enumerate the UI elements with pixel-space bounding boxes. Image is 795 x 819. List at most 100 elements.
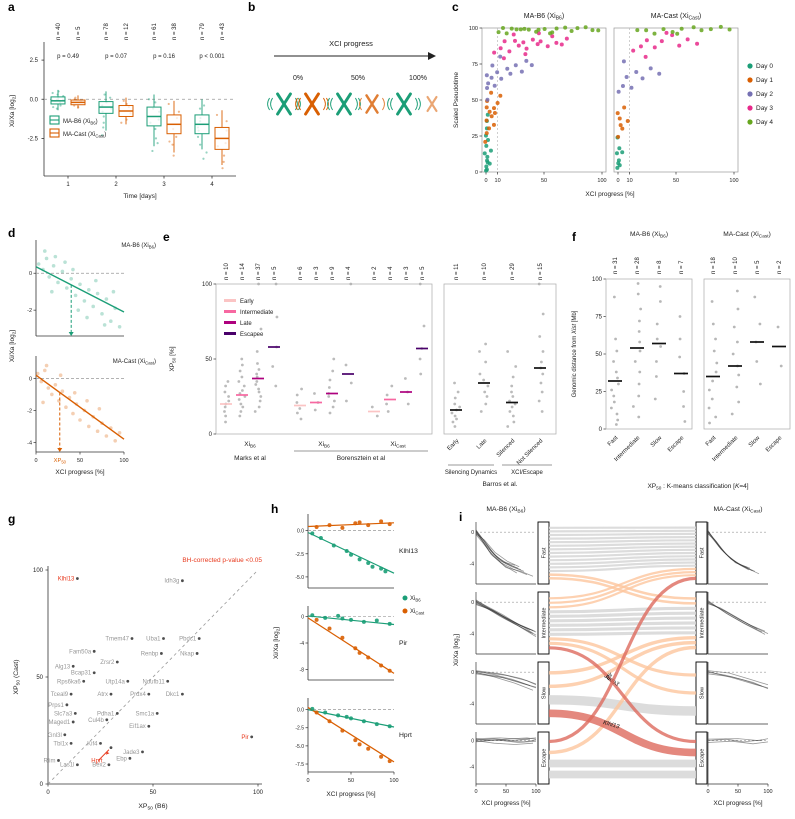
svg-text:2.5: 2.5 xyxy=(30,58,39,64)
svg-text:n = 7: n = 7 xyxy=(679,260,685,274)
svg-text:Pir: Pir xyxy=(605,671,615,681)
svg-text:Xi/Xa [log2]: Xi/Xa [log2] xyxy=(9,330,16,362)
svg-text:Slc7a3: Slc7a3 xyxy=(54,711,73,717)
svg-text:p < 0.001: p < 0.001 xyxy=(199,54,225,60)
svg-text:n = 5: n = 5 xyxy=(76,26,82,40)
svg-text:Xi/Xa [log2]: Xi/Xa [log2] xyxy=(273,627,280,659)
svg-text:XCI progress [%]: XCI progress [%] xyxy=(326,791,375,798)
svg-text:0: 0 xyxy=(34,458,37,464)
svg-text:n = 10: n = 10 xyxy=(733,256,739,274)
svg-text:0: 0 xyxy=(209,432,213,438)
svg-text:XCI progress: XCI progress xyxy=(329,39,373,48)
svg-text:n = 2: n = 2 xyxy=(372,266,378,280)
svg-text:n = 11: n = 11 xyxy=(454,263,460,280)
svg-text:0: 0 xyxy=(471,670,474,676)
svg-text:0: 0 xyxy=(484,178,487,184)
svg-text:Day 0: Day 0 xyxy=(756,63,773,70)
svg-text:3: 3 xyxy=(162,182,166,188)
svg-text:50: 50 xyxy=(735,789,741,795)
svg-text:n = 28: n = 28 xyxy=(635,256,641,274)
svg-text:Tceal9: Tceal9 xyxy=(51,692,69,698)
svg-text:Pbdc1: Pbdc1 xyxy=(179,636,197,642)
svg-text:Not Silenced: Not Silenced xyxy=(516,438,544,466)
svg-text:Renbp: Renbp xyxy=(141,651,159,657)
svg-text:50: 50 xyxy=(673,178,679,184)
svg-text:0: 0 xyxy=(46,790,50,796)
svg-text:50: 50 xyxy=(595,352,602,358)
svg-text:25: 25 xyxy=(595,390,602,396)
svg-text:Silencing Dynamics: Silencing Dynamics xyxy=(445,470,497,476)
svg-text:Pdha1: Pdha1 xyxy=(97,711,115,717)
svg-text:Borensztein et al: Borensztein et al xyxy=(337,455,386,462)
svg-text:-2.5: -2.5 xyxy=(295,552,304,558)
svg-text:0: 0 xyxy=(306,778,309,784)
panel-label-b: b xyxy=(248,0,256,14)
svg-text:Slow: Slow xyxy=(542,686,548,699)
svg-text:Dkc1: Dkc1 xyxy=(166,692,180,698)
svg-text:Day 3: Day 3 xyxy=(756,105,773,112)
svg-text:Early: Early xyxy=(447,438,461,452)
svg-text:n = 9: n = 9 xyxy=(330,266,336,280)
svg-text:50: 50 xyxy=(541,178,547,184)
svg-text:XCI progress [%]: XCI progress [%] xyxy=(585,191,634,198)
svg-text:0: 0 xyxy=(474,789,477,795)
svg-text:Klhl13: Klhl13 xyxy=(602,720,620,731)
svg-text:Prdx4: Prdx4 xyxy=(130,692,146,698)
svg-text:100%: 100% xyxy=(409,75,427,82)
svg-text:50: 50 xyxy=(348,778,354,784)
svg-text:p = 0.49: p = 0.49 xyxy=(57,54,80,60)
svg-text:-2: -2 xyxy=(27,408,32,414)
svg-text:n = 5: n = 5 xyxy=(755,260,761,274)
svg-text:Genomic distance from Xist [Mb: Genomic distance from Xist [Mb] xyxy=(572,310,578,397)
svg-text:100: 100 xyxy=(253,790,264,796)
svg-text:50: 50 xyxy=(205,357,212,363)
svg-text:100: 100 xyxy=(469,26,478,32)
svg-text:50: 50 xyxy=(503,789,509,795)
svg-text:n = 5: n = 5 xyxy=(272,266,278,280)
svg-text:n = 29: n = 29 xyxy=(510,262,516,280)
svg-text:n = 10: n = 10 xyxy=(224,262,230,280)
svg-text:Silenced: Silenced xyxy=(496,438,517,459)
svg-text:Uba1: Uba1 xyxy=(146,636,161,642)
panel-label-i: i xyxy=(459,510,463,524)
svg-text:Fast: Fast xyxy=(542,547,548,558)
svg-text:Smc1a: Smc1a xyxy=(136,711,155,717)
svg-text:Escapee: Escapee xyxy=(240,332,264,338)
svg-text:0.0: 0.0 xyxy=(297,708,304,714)
panel-label-g: g xyxy=(8,512,16,526)
svg-text:Slow: Slow xyxy=(650,435,664,449)
svg-text:-5.0: -5.0 xyxy=(295,744,304,750)
svg-text:-7.5: -7.5 xyxy=(295,762,304,768)
svg-text:n = 4: n = 4 xyxy=(388,266,394,280)
svg-text:1: 1 xyxy=(66,182,70,188)
svg-text:MA-Cast (XiCast): MA-Cast (XiCast) xyxy=(113,359,156,365)
svg-text:Ebp: Ebp xyxy=(116,756,127,762)
svg-text:0: 0 xyxy=(471,738,474,744)
svg-text:n = 6: n = 6 xyxy=(298,266,304,280)
svg-text:10: 10 xyxy=(495,178,501,184)
svg-text:Alg13: Alg13 xyxy=(55,664,71,670)
svg-text:MA-Cast (XiCast): MA-Cast (XiCast) xyxy=(714,506,763,515)
svg-text:Klhl13: Klhl13 xyxy=(58,577,75,583)
svg-text:XP50 (B6): XP50 (B6) xyxy=(138,803,167,812)
svg-text:Slow: Slow xyxy=(748,435,762,449)
svg-text:-2: -2 xyxy=(27,308,32,314)
svg-text:-4: -4 xyxy=(470,631,475,637)
panel-a-boxplot: 2.5 0.0 -2.5 n = 40 n = 5 p = 0.49 1 n = 78 n = … xyxy=(9,22,236,200)
svg-text:XP50: XP50 xyxy=(54,458,67,464)
svg-text:XiCast: XiCast xyxy=(390,441,406,448)
svg-text:BH-corrected p-value <0.05: BH-corrected p-value <0.05 xyxy=(182,557,262,564)
svg-text:Fast: Fast xyxy=(700,547,706,558)
svg-text:XiB6: XiB6 xyxy=(410,596,421,602)
svg-text:50: 50 xyxy=(150,790,157,796)
svg-text:Intermediate: Intermediate xyxy=(542,607,548,638)
svg-text:n = 15: n = 15 xyxy=(538,262,544,280)
svg-text:Slow: Slow xyxy=(700,686,706,699)
svg-text:n = 8: n = 8 xyxy=(657,260,663,274)
panel-e-xp50-strip: 0 50 100 XP50 [%] n = 10 n = 14 n = 37 n = 5 XiB… xyxy=(169,262,557,488)
panel-g-gene-scatter: 00 50 50 100 100 BH-corrected p-value <0.05 Kl… xyxy=(13,557,264,812)
svg-text:Nkap: Nkap xyxy=(180,651,195,657)
svg-text:MA-B6 (XiB6): MA-B6 (XiB6) xyxy=(524,13,564,22)
svg-text:0: 0 xyxy=(471,530,474,536)
